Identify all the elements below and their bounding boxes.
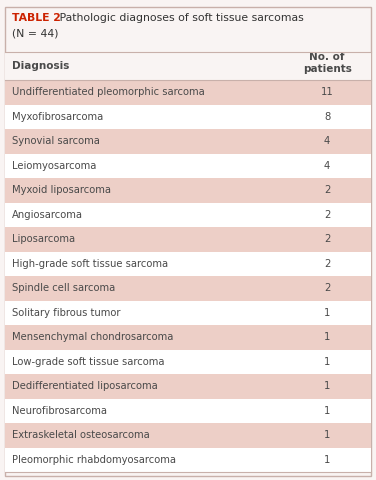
Text: 1: 1	[324, 332, 330, 342]
Text: Dedifferentiated liposarcoma: Dedifferentiated liposarcoma	[12, 381, 158, 391]
Text: 2: 2	[324, 283, 330, 293]
Text: 2: 2	[324, 234, 330, 244]
Text: 4: 4	[324, 161, 330, 171]
Text: 1: 1	[324, 308, 330, 318]
Bar	[5, 398, 371, 423]
Bar	[5, 105, 371, 129]
Bar	[5, 178, 371, 203]
Text: 2: 2	[324, 259, 330, 269]
Text: Undifferentiated pleomorphic sarcoma: Undifferentiated pleomorphic sarcoma	[12, 87, 205, 97]
Bar	[5, 252, 371, 276]
Bar	[5, 423, 371, 447]
Text: Pleomorphic rhabdomyosarcoma: Pleomorphic rhabdomyosarcoma	[12, 455, 176, 465]
Text: Myxoid liposarcoma: Myxoid liposarcoma	[12, 185, 111, 195]
Bar	[5, 374, 371, 398]
Text: Spindle cell sarcoma: Spindle cell sarcoma	[12, 283, 115, 293]
Bar	[5, 447, 371, 472]
Text: High-grade soft tissue sarcoma: High-grade soft tissue sarcoma	[12, 259, 168, 269]
Text: (N = 44): (N = 44)	[12, 28, 59, 38]
Text: 4: 4	[324, 136, 330, 146]
Text: 1: 1	[324, 430, 330, 440]
Bar	[5, 276, 371, 300]
Bar	[5, 80, 371, 105]
Text: 1: 1	[324, 357, 330, 367]
Text: 2: 2	[324, 210, 330, 220]
Bar	[5, 203, 371, 227]
Text: Pathologic diagnoses of soft tissue sarcomas: Pathologic diagnoses of soft tissue sarc…	[56, 13, 304, 23]
Text: Liposarcoma: Liposarcoma	[12, 234, 75, 244]
Text: TABLE 2: TABLE 2	[12, 13, 61, 23]
Text: 1: 1	[324, 406, 330, 416]
Text: Diagnosis: Diagnosis	[12, 61, 70, 71]
Text: No. of
patients: No. of patients	[303, 52, 352, 74]
Bar	[5, 154, 371, 178]
Bar	[5, 52, 371, 80]
Text: Myxofibrosarcoma: Myxofibrosarcoma	[12, 112, 103, 122]
Text: 8: 8	[324, 112, 330, 122]
Bar	[5, 129, 371, 154]
Text: 1: 1	[324, 381, 330, 391]
Text: 11: 11	[321, 87, 334, 97]
Text: Neurofibrosarcoma: Neurofibrosarcoma	[12, 406, 107, 416]
Text: Angiosarcoma: Angiosarcoma	[12, 210, 83, 220]
Bar	[5, 300, 371, 325]
Text: Solitary fibrous tumor: Solitary fibrous tumor	[12, 308, 120, 318]
Text: 2: 2	[324, 185, 330, 195]
Text: Leiomyosarcoma: Leiomyosarcoma	[12, 161, 96, 171]
Text: Synovial sarcoma: Synovial sarcoma	[12, 136, 100, 146]
Text: 1: 1	[324, 455, 330, 465]
Text: Low-grade soft tissue sarcoma: Low-grade soft tissue sarcoma	[12, 357, 165, 367]
Bar	[5, 227, 371, 252]
Bar	[5, 349, 371, 374]
Text: Mensenchymal chondrosarcoma: Mensenchymal chondrosarcoma	[12, 332, 173, 342]
Bar	[5, 325, 371, 349]
Text: Extraskeletal osteosarcoma: Extraskeletal osteosarcoma	[12, 430, 150, 440]
